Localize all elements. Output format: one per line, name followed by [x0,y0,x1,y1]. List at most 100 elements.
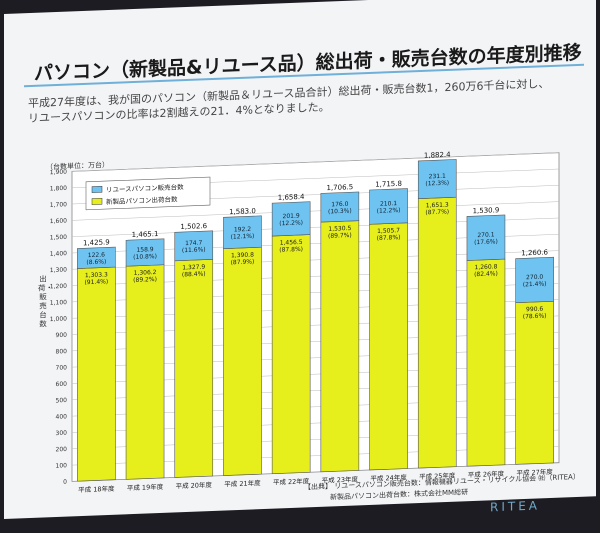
legend-swatch-reuse [91,185,103,193]
category-label: 平成 27年度 [516,467,553,477]
new-pct-label: (91.4%) [84,278,108,286]
new-value-label: 1,303.3 [85,271,108,279]
bar-reuse-1 [77,246,116,269]
reuse-value-label: 158.9 [136,246,153,254]
total-label: 1,502.6 [180,222,207,231]
y-tick-label: 1,000 [50,315,67,323]
category-label: 平成 21年度 [224,478,261,488]
total-label: 1,530.9 [473,206,500,215]
category-label: 平成 22年度 [273,476,310,486]
y-tick-label: 1,700 [50,201,67,209]
bar-reuse-2 [125,238,165,267]
y-tick-label: 1,900 [50,169,67,177]
y-tick-label: 500 [56,397,68,404]
total-label: 1,465.1 [132,230,159,239]
reuse-value-label: 192.2 [234,226,251,234]
new-pct-label: (89.7%) [328,232,352,240]
bar-new-2 [125,264,165,480]
new-value-label: 1,651.3 [426,201,449,209]
bar-new-5 [271,234,311,475]
total-label: 1,583.0 [229,207,256,216]
category-label: 平成 25年度 [419,471,456,481]
new-pct-label: (87.9%) [231,258,255,266]
bar-reuse-6 [320,191,360,223]
new-value-label: 1,306.2 [134,269,157,277]
x-axis-ticks: 平成 18年度 平成 19年度 平成 20年度 平成 21年度 平成 22年度 平成 23… [78,467,553,494]
category-label: 平成 18年度 [78,484,115,494]
y-tick-label: 1,300 [50,266,67,274]
reuse-pct-label: (12.1%) [231,233,255,241]
new-value-label: 1,390.8 [231,251,254,259]
y-tick-label: 200 [56,446,68,453]
reuse-value-label: 176.0 [331,201,348,209]
category-label: 平成 20年度 [176,480,213,490]
new-pct-label: (89.2%) [133,276,157,284]
reuse-value-label: 270.0 [526,274,543,282]
y-tick-label: 1,200 [50,283,67,291]
reuse-pct-label: (10.8%) [133,253,157,261]
bar-reuse-10 [515,256,554,304]
y-tick-label: 1,100 [50,299,67,307]
reuse-pct-label: (17.6%) [474,238,498,246]
total-label: 1,715.8 [375,180,402,189]
y-tick-label: 1,500 [50,234,67,242]
bar-new-10 [515,300,554,465]
new-value-label: 1,505.7 [377,227,400,235]
y-tick-label: 800 [56,348,68,355]
total-label: 1,425.9 [83,238,110,247]
bar-new-8 [417,196,457,469]
reuse-value-label: 122.6 [88,251,105,259]
bar-new-6 [320,220,360,473]
legend: リユースパソコン販売台数 新製品パソコン出荷台数 [85,176,211,211]
bars [77,159,554,482]
reuse-value-label: 201.9 [283,213,300,221]
new-value-label: 1,456.5 [280,239,303,247]
reuse-pct-label: (11.6%) [182,246,206,254]
reuse-pct-label: (8.6%) [86,258,106,266]
data-labels: 1,425.9 122.6(8.6%) 1,303.3(91.4%) 1,465.1 1… [83,151,549,321]
reuse-pct-label: (21.4%) [523,281,547,289]
ritea-logo: RITEA [490,498,540,515]
legend-swatch-new [91,197,103,205]
reuse-pct-label: (10.3%) [328,208,352,216]
y-tick-label: 0 [63,479,67,486]
category-label: 平成 24年度 [370,473,407,483]
total-label: 1,658.4 [278,193,305,202]
total-label: 1,260.6 [521,248,548,257]
legend-label-new: 新製品パソコン出荷台数 [106,194,178,206]
stacked-bar-chart: 0 100 200 300 400 500 600 700 800 900 1,000 1,100 1,… [50,151,560,494]
gridline [72,152,559,172]
y-tick-label: 600 [56,381,68,388]
y-tick-label: 900 [56,332,68,339]
legend-box [85,176,211,211]
new-pct-label: (82.4%) [474,270,498,278]
y-tick-label: 100 [56,462,68,469]
total-label: 1,882.4 [424,151,451,160]
reuse-value-label: 210.1 [380,200,397,208]
new-value-label: 1,530.5 [328,225,351,233]
category-label: 平成 26年度 [468,469,505,479]
total-label: 1,706.5 [326,183,353,192]
reuse-value-label: 270.1 [477,231,494,239]
bar-reuse-4 [223,215,262,249]
bar-reuse-3 [174,230,214,262]
bar-new-9 [466,258,506,467]
new-value-label: 1,327.9 [182,264,205,272]
reuse-pct-label: (12.3%) [425,180,449,188]
y-tick-label: 1,400 [50,250,67,258]
new-pct-label: (87.8%) [377,234,401,242]
reuse-pct-label: (12.2%) [377,207,401,215]
y-tick-label: 300 [56,430,68,437]
category-label: 平成 23年度 [322,474,359,484]
bar-reuse-8 [417,159,457,199]
reuse-pct-label: (12.2%) [279,219,303,227]
bar-new-3 [174,259,214,478]
bar-new-7 [369,222,408,471]
new-value-label: 1,260.8 [475,263,498,271]
reuse-value-label: 231.1 [429,173,446,181]
new-value-label: 990.6 [526,306,543,314]
bar-new-4 [223,246,262,476]
bar-reuse-7 [369,188,408,225]
gridline [72,201,559,221]
category-label: 平成 19年度 [127,482,164,492]
